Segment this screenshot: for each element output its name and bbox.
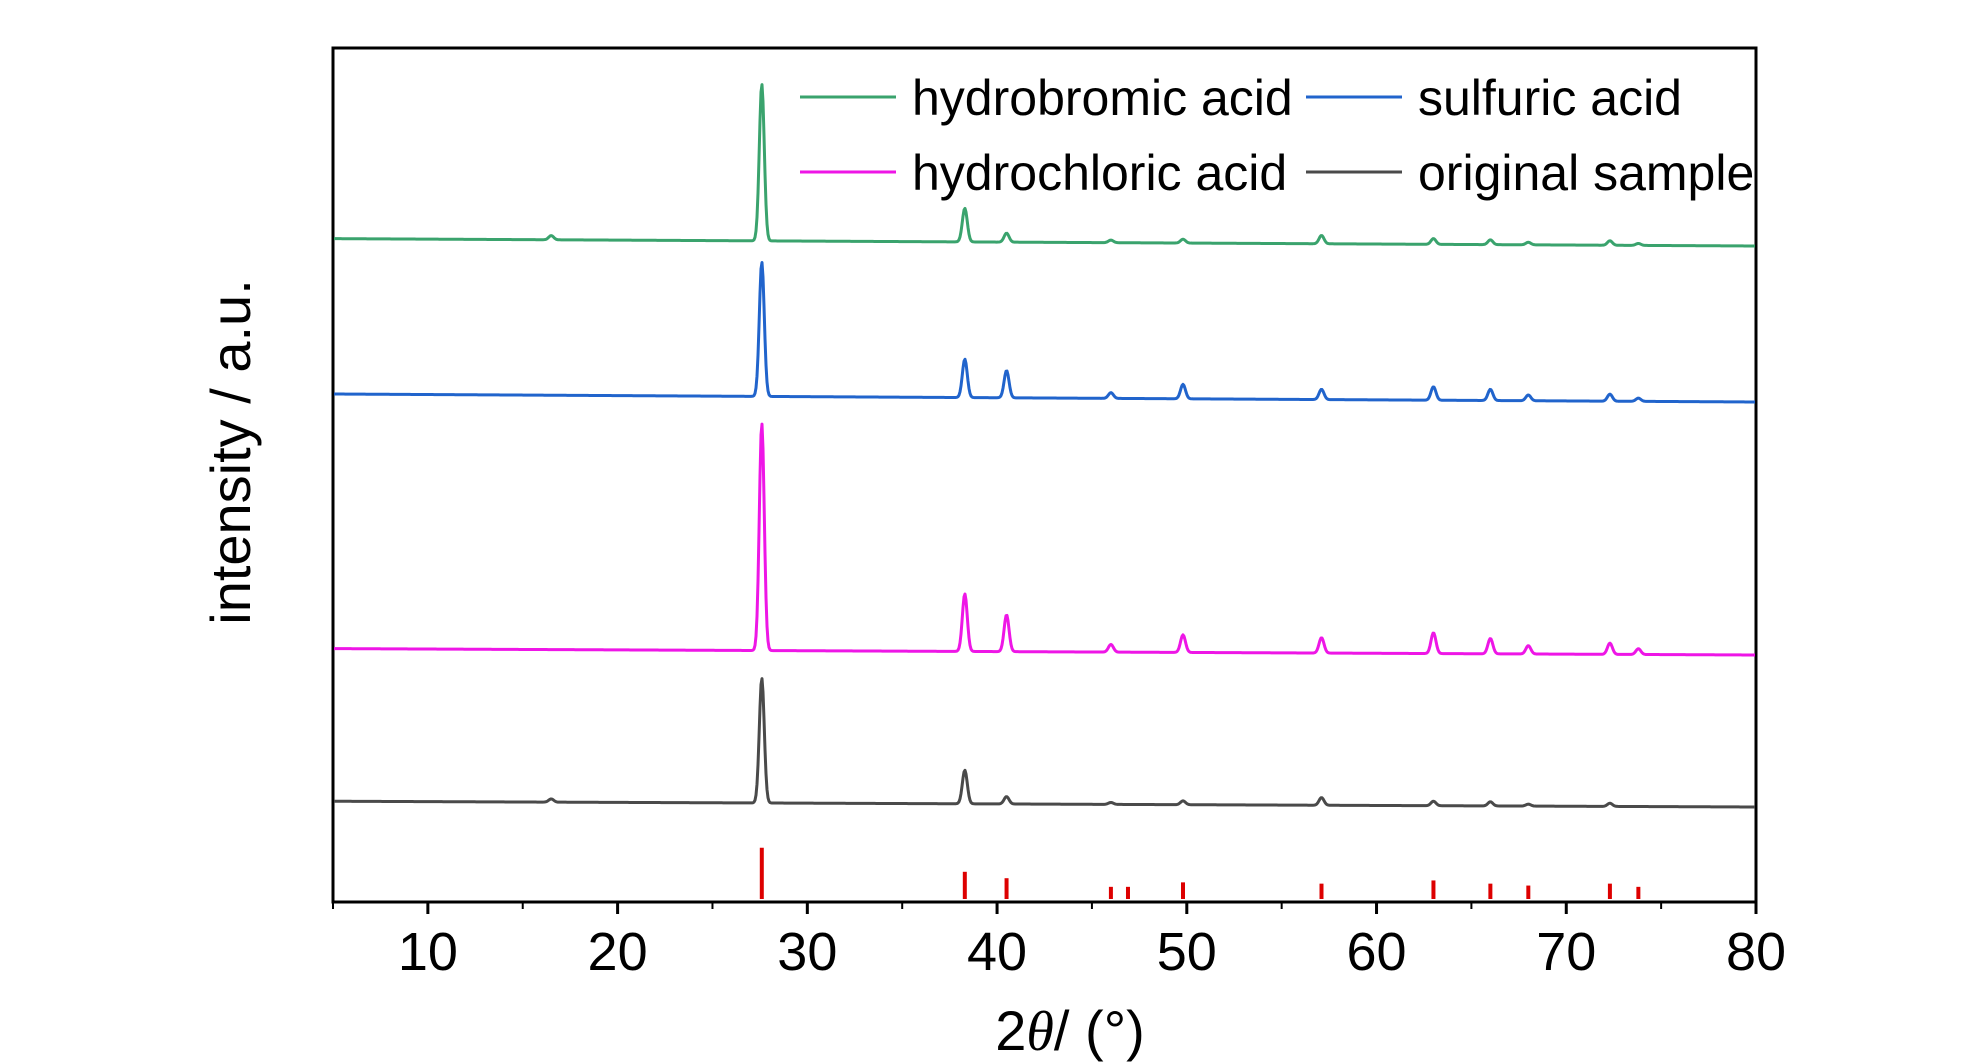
- y-axis-title: intensity / a.u.: [199, 279, 262, 625]
- x-tick-label: 80: [1726, 922, 1786, 982]
- x-axis-title-symbol: θ: [1026, 1001, 1054, 1062]
- legend-label-original-sample: original sample: [1418, 145, 1754, 201]
- series-line-original-sample: [333, 677, 1756, 809]
- legend: hydrobromic acid sulfuric acid hydrochlori…: [800, 70, 1754, 201]
- x-tick-label: 30: [777, 922, 837, 982]
- x-axis-title: 2θ/ (°): [995, 999, 1144, 1062]
- plot-frame: [331, 46, 1758, 904]
- x-axis-title-suffix: / (°): [1054, 999, 1145, 1062]
- plot-layer: [333, 83, 1756, 899]
- x-tick-label: 70: [1536, 922, 1596, 982]
- x-tick-label: 10: [398, 922, 458, 982]
- series-line-sulfuric-acid: [333, 260, 1756, 404]
- legend-label-hydrochloric-acid: hydrochloric acid: [912, 145, 1287, 201]
- legend-label-hydrobromic-acid: hydrobromic acid: [912, 70, 1293, 126]
- x-axis-title-prefix: 2: [995, 999, 1026, 1062]
- series-line-hydrochloric-acid: [333, 422, 1756, 657]
- x-tick-label: 40: [967, 922, 1027, 982]
- x-tick-label: 60: [1346, 922, 1406, 982]
- x-tick-label: 50: [1157, 922, 1217, 982]
- x-axis: 10 20 30 40 50 60 70 80: [332, 902, 1786, 982]
- x-tick-label: 20: [588, 922, 648, 982]
- legend-label-sulfuric-acid: sulfuric acid: [1418, 70, 1682, 126]
- series-line-hydrobromic-acid: [333, 83, 1756, 248]
